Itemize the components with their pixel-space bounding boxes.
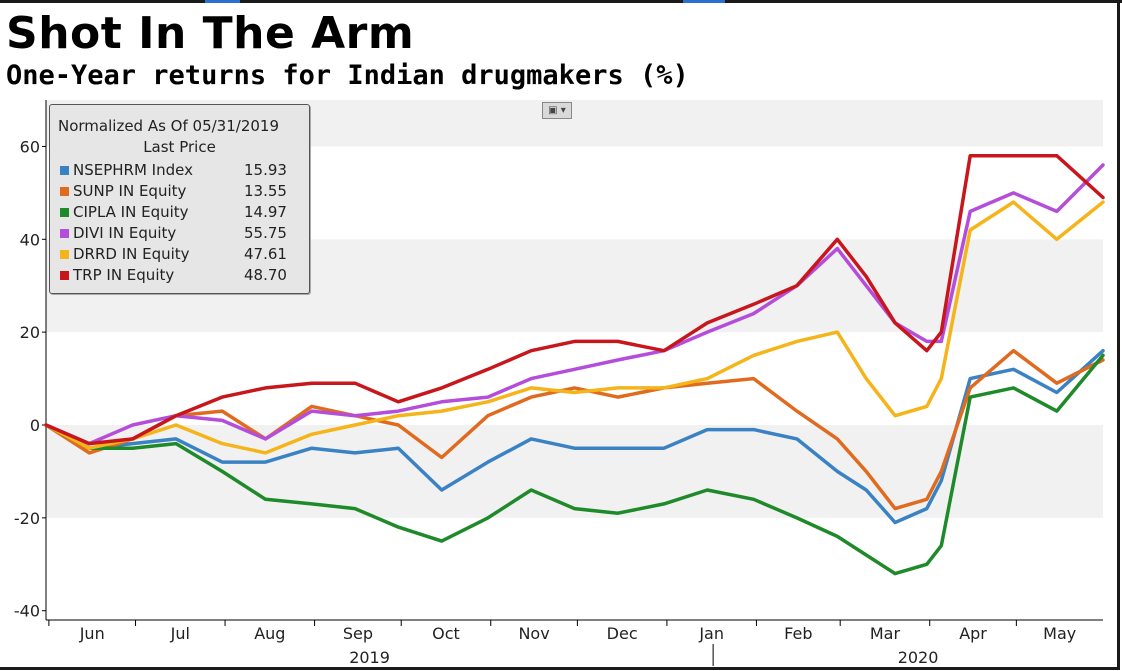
legend-item: CIPLA IN Equity 14.97 bbox=[60, 202, 287, 223]
x-tick-label: Jan bbox=[698, 624, 724, 643]
legend-item: DIVI IN Equity 55.75 bbox=[60, 223, 287, 244]
y-tick-label: -20 bbox=[14, 509, 40, 528]
legend-item-value: 14.97 bbox=[244, 203, 287, 221]
series-line bbox=[44, 348, 1105, 525]
x-tick-label: Mar bbox=[870, 624, 901, 643]
legend-item-value: 55.75 bbox=[244, 224, 287, 242]
x-tick-label: Oct bbox=[432, 624, 460, 643]
x-tick-label: Jun bbox=[79, 624, 105, 643]
top-border bbox=[0, 0, 1122, 3]
x-tick-label: Aug bbox=[254, 624, 285, 643]
legend-normalized-label: Normalized As Of 05/31/2019 bbox=[58, 117, 279, 135]
legend-swatch bbox=[60, 208, 69, 217]
series-line bbox=[44, 200, 1105, 455]
legend-last-price-label: Last Price bbox=[143, 138, 216, 156]
legend-swatch bbox=[60, 166, 69, 175]
y-tick-label: -40 bbox=[14, 602, 40, 621]
series-line bbox=[44, 353, 1105, 576]
legend-item: DRRD IN Equity 47.61 bbox=[60, 244, 287, 265]
y-tick-label: 60 bbox=[20, 137, 40, 156]
year-label: 2020 bbox=[898, 648, 939, 667]
grid-band bbox=[46, 332, 1103, 425]
legend-swatch bbox=[60, 229, 69, 238]
legend-item: SUNP IN Equity 13.55 bbox=[60, 181, 287, 202]
x-tick-label: May bbox=[1043, 624, 1076, 643]
legend-item-value: 15.93 bbox=[244, 161, 287, 179]
x-tick-label: Nov bbox=[518, 624, 549, 643]
chart-title: Shot In The Arm bbox=[6, 8, 415, 59]
top-border-accent bbox=[683, 0, 725, 3]
legend-item: TRP IN Equity 48.70 bbox=[60, 265, 287, 286]
legend-box: Normalized As Of 05/31/2019 Last Price N… bbox=[49, 104, 310, 294]
chart-options-icon[interactable]: ▣ ▾ bbox=[542, 102, 572, 119]
y-tick-label: 40 bbox=[20, 230, 40, 249]
x-tick-label: Sep bbox=[343, 624, 373, 643]
legend-swatch bbox=[60, 250, 69, 259]
legend-item: NSEPHRM Index 15.93 bbox=[60, 160, 287, 181]
legend-item-value: 13.55 bbox=[244, 182, 287, 200]
legend-item-name: NSEPHRM Index bbox=[73, 161, 193, 179]
series-line bbox=[44, 153, 1105, 446]
legend-item-name: CIPLA IN Equity bbox=[73, 203, 189, 221]
x-tick-label: Apr bbox=[959, 624, 987, 643]
legend-item-name: DIVI IN Equity bbox=[73, 224, 177, 242]
legend-item-name: SUNP IN Equity bbox=[73, 182, 187, 200]
legend-item-value: 47.61 bbox=[244, 245, 287, 263]
x-tick-label: Feb bbox=[784, 624, 812, 643]
grid-band bbox=[46, 610, 1103, 620]
legend-item-name: DRRD IN Equity bbox=[73, 245, 190, 263]
legend-swatch bbox=[60, 271, 69, 280]
legend-item-name: TRP IN Equity bbox=[73, 266, 175, 284]
top-border-accent bbox=[205, 0, 240, 3]
legend-swatch bbox=[60, 187, 69, 196]
series-line bbox=[44, 348, 1105, 511]
legend-item-value: 48.70 bbox=[244, 266, 287, 284]
chart-frame bbox=[0, 3, 1120, 670]
x-tick-label: Dec bbox=[607, 624, 638, 643]
y-tick-label: 20 bbox=[20, 323, 40, 342]
x-tick-label: Jul bbox=[170, 624, 190, 643]
chart-subtitle: One-Year returns for Indian drugmakers (… bbox=[6, 60, 689, 91]
year-label: 2019 bbox=[349, 648, 390, 667]
series-line bbox=[44, 163, 1105, 446]
y-tick-label: 0 bbox=[30, 416, 40, 435]
